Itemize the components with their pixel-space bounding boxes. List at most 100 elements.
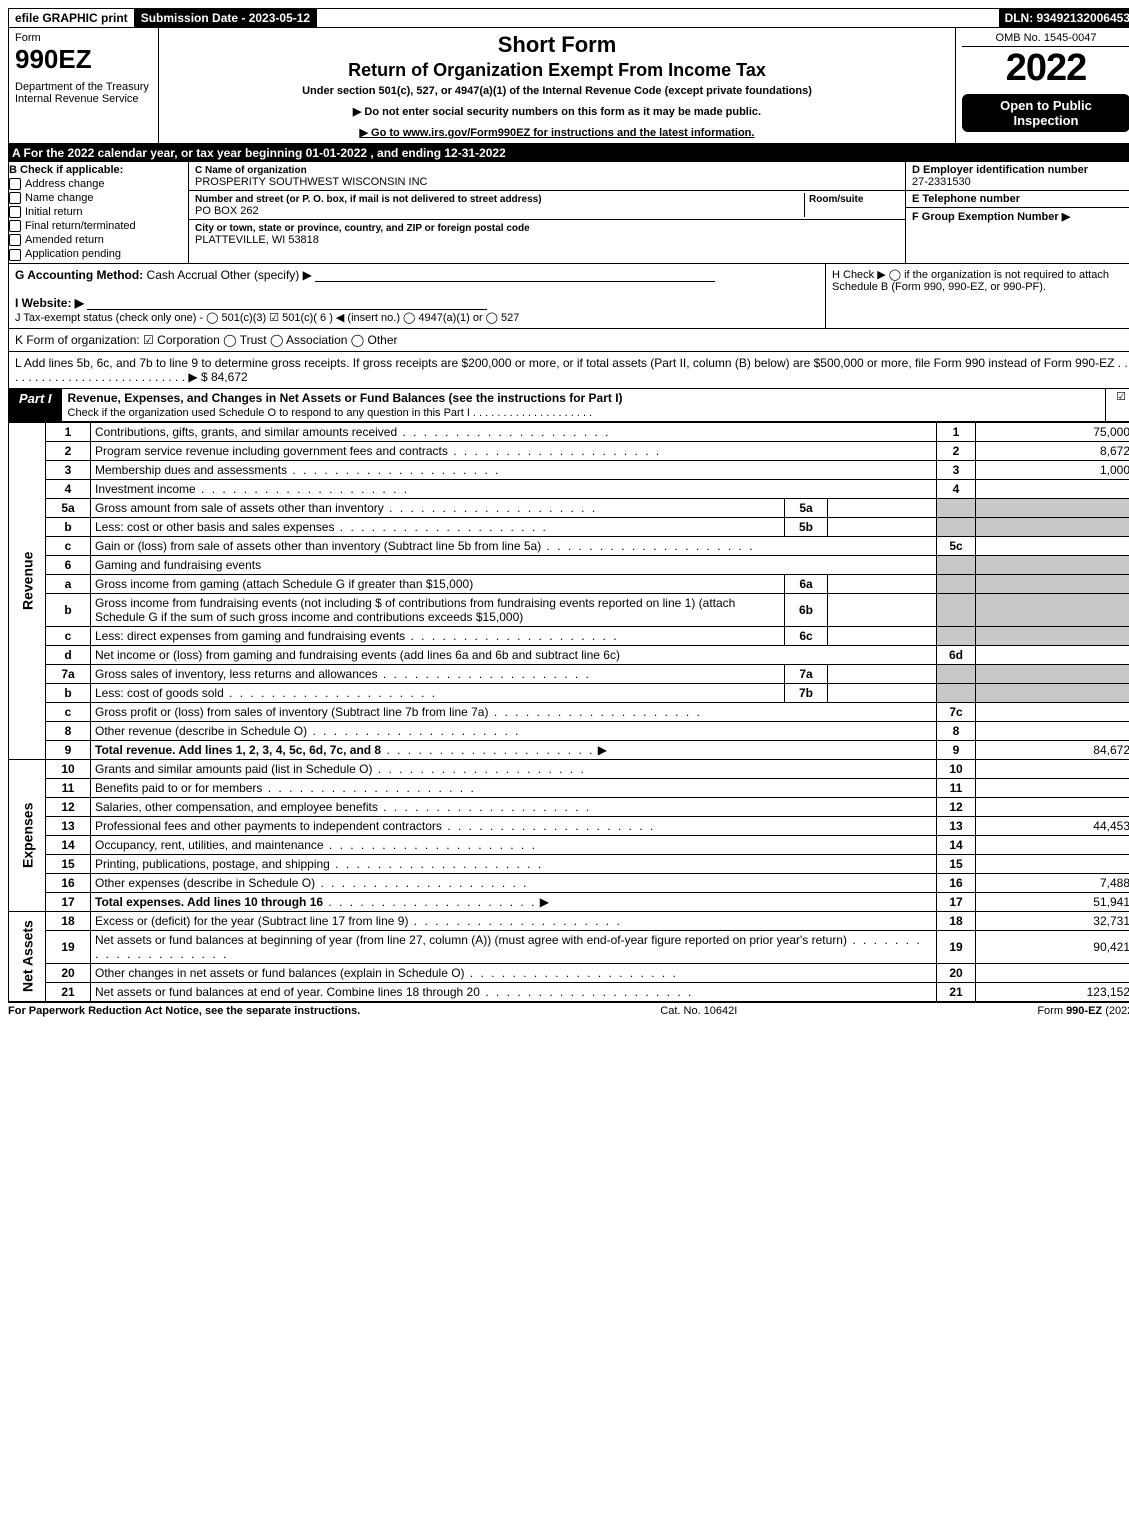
line-7b-sub: 7b — [785, 683, 828, 702]
accounting-other-input[interactable] — [315, 269, 715, 282]
line-12-num: 12 — [46, 797, 91, 816]
box-b-label: B Check if applicable: — [9, 164, 188, 176]
line-16-amt: 7,488 — [976, 873, 1129, 892]
line-16-rnum: 16 — [937, 873, 976, 892]
line-1-amt: 75,000 — [976, 422, 1129, 441]
part-1-title: Revenue, Expenses, and Changes in Net As… — [62, 389, 1105, 421]
part-1-checkbox[interactable]: ☑ — [1105, 389, 1129, 421]
footer-left: For Paperwork Reduction Act Notice, see … — [8, 1005, 360, 1017]
line-15-desc: Printing, publications, postage, and shi… — [91, 854, 937, 873]
line-5c-rnum: 5c — [937, 536, 976, 555]
line-6a-desc: Gross income from gaming (attach Schedul… — [91, 574, 785, 593]
cb-pending[interactable]: Application pending — [9, 248, 188, 260]
line-19-desc: Net assets or fund balances at beginning… — [91, 930, 937, 963]
line-6c-desc: Less: direct expenses from gaming and fu… — [91, 626, 785, 645]
irs-link[interactable]: ▶ Go to www.irs.gov/Form990EZ for instru… — [360, 127, 755, 139]
line-5b-desc: Less: cost or other basis and sales expe… — [91, 517, 785, 536]
open-inspection-badge: Open to Public Inspection — [962, 94, 1129, 132]
line-7c-amt — [976, 702, 1129, 721]
line-17-amt: 51,941 — [976, 892, 1129, 911]
line-20-amt — [976, 963, 1129, 982]
short-form-title: Short Form — [167, 32, 947, 58]
line-6-num: 6 — [46, 555, 91, 574]
part-1-table: Revenue 1 Contributions, gifts, grants, … — [8, 422, 1129, 1002]
line-20-rnum: 20 — [937, 963, 976, 982]
cb-address-change[interactable]: Address change — [9, 178, 188, 190]
form-title-block: Short Form Return of Organization Exempt… — [159, 28, 956, 143]
line-10-amt — [976, 759, 1129, 778]
cb-final-return[interactable]: Final return/terminated — [9, 220, 188, 232]
year-block: OMB No. 1545-0047 2022 Open to Public In… — [956, 28, 1129, 143]
line-1-num: 1 — [46, 422, 91, 441]
line-8-rnum: 8 — [937, 721, 976, 740]
top-bar: efile GRAPHIC print Submission Date - 20… — [8, 8, 1129, 28]
netassets-side-label: Net Assets — [9, 911, 46, 1001]
line-17-num: 17 — [46, 892, 91, 911]
line-13-num: 13 — [46, 816, 91, 835]
line-10-desc: Grants and similar amounts paid (list in… — [91, 759, 937, 778]
line-11-amt — [976, 778, 1129, 797]
line-6d-desc: Net income or (loss) from gaming and fun… — [91, 645, 937, 664]
city-value: PLATTEVILLE, WI 53818 — [195, 234, 319, 246]
line-8-amt — [976, 721, 1129, 740]
website-input[interactable] — [87, 297, 487, 310]
line-4-num: 4 — [46, 479, 91, 498]
line-6b-desc: Gross income from fundraising events (no… — [91, 593, 785, 626]
line-19-rnum: 19 — [937, 930, 976, 963]
line-16-desc: Other expenses (describe in Schedule O) — [91, 873, 937, 892]
line-3-num: 3 — [46, 460, 91, 479]
cb-initial-return[interactable]: Initial return — [9, 206, 188, 218]
cb-name-change[interactable]: Name change — [9, 192, 188, 204]
line-5b-num: b — [46, 517, 91, 536]
line-6a-num: a — [46, 574, 91, 593]
line-4-rnum: 4 — [937, 479, 976, 498]
line-15-rnum: 15 — [937, 854, 976, 873]
line-19-num: 19 — [46, 930, 91, 963]
box-def: D Employer identification number 27-2331… — [906, 162, 1129, 263]
line-15-amt — [976, 854, 1129, 873]
line-17-desc: Total expenses. Add lines 10 through 16 … — [91, 892, 937, 911]
line-18-amt: 32,731 — [976, 911, 1129, 930]
tax-exempt-status: J Tax-exempt status (check only one) - ◯… — [15, 312, 519, 324]
line-18-rnum: 18 — [937, 911, 976, 930]
footer-right: Form 990-EZ (2022) — [1037, 1005, 1129, 1017]
line-6c-num: c — [46, 626, 91, 645]
line-2-rnum: 2 — [937, 441, 976, 460]
row-g: G Accounting Method: Cash Accrual Other … — [9, 264, 826, 328]
line-11-num: 11 — [46, 778, 91, 797]
line-18-num: 18 — [46, 911, 91, 930]
org-name: PROSPERITY SOUTHWEST WISCONSIN INC — [195, 176, 427, 188]
efile-label[interactable]: efile GRAPHIC print — [9, 9, 135, 27]
ssn-warning: ▶ Do not enter social security numbers o… — [167, 105, 947, 118]
line-14-num: 14 — [46, 835, 91, 854]
line-19-amt: 90,421 — [976, 930, 1129, 963]
form-title: Return of Organization Exempt From Incom… — [167, 60, 947, 81]
city-label: City or town, state or province, country… — [195, 223, 530, 234]
accounting-label: G Accounting Method: — [15, 268, 143, 282]
dln: DLN: 93492132006453 — [999, 9, 1129, 27]
line-21-num: 21 — [46, 982, 91, 1001]
line-8-num: 8 — [46, 721, 91, 740]
line-13-rnum: 13 — [937, 816, 976, 835]
line-1-desc: Contributions, gifts, grants, and simila… — [91, 422, 937, 441]
line-21-amt: 123,152 — [976, 982, 1129, 1001]
line-5a-shade — [937, 498, 976, 517]
line-9-rnum: 9 — [937, 740, 976, 759]
line-8-desc: Other revenue (describe in Schedule O) — [91, 721, 937, 740]
line-3-amt: 1,000 — [976, 460, 1129, 479]
row-l: L Add lines 5b, 6c, and 7b to line 9 to … — [8, 352, 1129, 389]
group-exemption-label: F Group Exemption Number ▶ — [912, 211, 1070, 223]
line-9-desc: Total revenue. Add lines 1, 2, 3, 4, 5c,… — [91, 740, 937, 759]
line-14-desc: Occupancy, rent, utilities, and maintena… — [91, 835, 937, 854]
line-7a-desc: Gross sales of inventory, less returns a… — [91, 664, 785, 683]
line-1-rnum: 1 — [937, 422, 976, 441]
line-5c-num: c — [46, 536, 91, 555]
org-name-label: C Name of organization — [195, 165, 307, 176]
line-2-amt: 8,672 — [976, 441, 1129, 460]
footer-mid: Cat. No. 10642I — [660, 1005, 737, 1017]
submission-date: Submission Date - 2023-05-12 — [135, 9, 317, 27]
line-13-amt: 44,453 — [976, 816, 1129, 835]
cb-amended[interactable]: Amended return — [9, 234, 188, 246]
line-5c-amt — [976, 536, 1129, 555]
line-13-desc: Professional fees and other payments to … — [91, 816, 937, 835]
